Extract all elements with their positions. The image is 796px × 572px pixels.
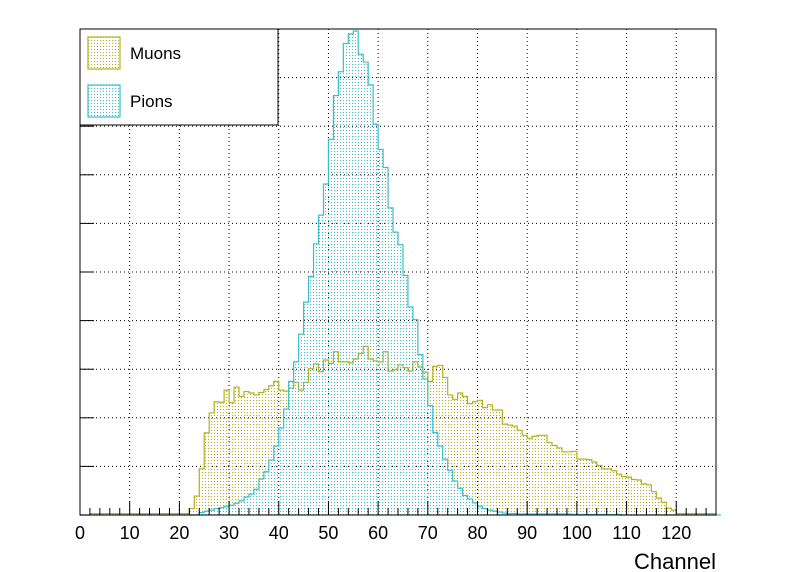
x-tick-label: 100 bbox=[562, 523, 592, 543]
legend-swatch-muons bbox=[87, 36, 121, 70]
x-tick-label: 120 bbox=[661, 523, 691, 543]
x-tick-label: 30 bbox=[219, 523, 239, 543]
x-tick-label: 110 bbox=[612, 523, 641, 543]
x-tick-label: 40 bbox=[269, 523, 289, 543]
x-tick-label: 50 bbox=[318, 523, 338, 543]
x-tick-label: 20 bbox=[169, 523, 189, 543]
pions-fill bbox=[80, 30, 721, 515]
x-tick-label: 10 bbox=[120, 523, 140, 543]
legend-swatch-pions bbox=[87, 84, 121, 118]
legend-label-pions: Pions bbox=[130, 92, 173, 111]
series-layer bbox=[80, 30, 721, 516]
legend-label-muons: Muons bbox=[130, 44, 181, 63]
x-axis-title: Channel bbox=[634, 549, 716, 572]
x-tick-label: 90 bbox=[517, 523, 537, 543]
axes: 0 10 20 30 40 50 60 70 80 90 100 110 120 bbox=[75, 28, 717, 543]
x-tick-label: 0 bbox=[75, 523, 85, 543]
legend: Muons Pions bbox=[79, 28, 279, 126]
x-tick-label: 80 bbox=[467, 523, 487, 543]
x-tick-label: 70 bbox=[418, 523, 438, 543]
x-tick-label: 60 bbox=[368, 523, 388, 543]
